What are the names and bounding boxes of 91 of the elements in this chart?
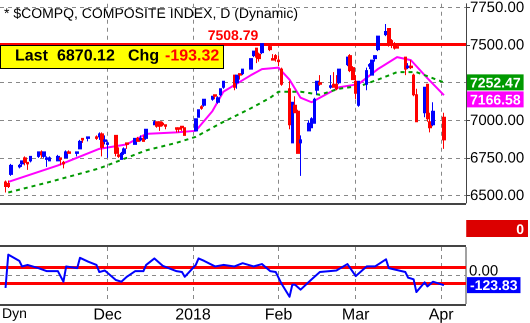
candlestick <box>81 138 84 144</box>
candlestick <box>86 136 90 142</box>
candlestick <box>307 120 311 132</box>
candlestick <box>332 72 335 88</box>
candlestick <box>18 163 21 169</box>
candlestick <box>175 127 178 133</box>
candlestick <box>59 157 62 166</box>
candlestick <box>216 96 220 104</box>
candlestick <box>23 156 27 166</box>
ref-line-label: 7508.79 <box>208 26 259 43</box>
candlestick <box>329 74 333 90</box>
candlestick <box>406 62 410 70</box>
y-tick-label: 7750.00 <box>470 0 524 16</box>
candlestick <box>200 104 203 110</box>
candlestick <box>202 98 206 108</box>
candlestick <box>144 128 148 140</box>
candlestick <box>120 151 123 160</box>
data-label: 7252.47 <box>470 74 521 90</box>
candlestick <box>139 134 142 142</box>
candlestick <box>37 151 40 158</box>
x-tick-label: Mar <box>342 306 370 323</box>
candlestick <box>274 54 277 62</box>
candlestick <box>20 160 24 168</box>
y-tick-label: 7500.00 <box>470 36 524 54</box>
candlestick <box>404 56 407 76</box>
candlestick <box>318 74 322 86</box>
data-label: 7166.58 <box>470 91 521 108</box>
candlestick <box>376 36 380 52</box>
candlestick <box>9 163 13 176</box>
candlestick <box>4 180 7 193</box>
candlestick <box>423 86 426 118</box>
candlestick <box>7 180 10 188</box>
candlestick <box>271 54 275 61</box>
candlestick <box>75 151 79 157</box>
candlestick <box>62 160 65 169</box>
candlestick <box>114 134 118 157</box>
candlestick <box>211 96 214 102</box>
candlestick <box>409 60 413 70</box>
candlestick <box>142 134 145 142</box>
candlestick <box>291 102 294 144</box>
x-tick-label: Apr <box>428 306 454 323</box>
text: 0 <box>516 221 524 237</box>
annotation: 6870.12 <box>57 48 115 64</box>
candlestick <box>136 136 140 142</box>
candlestick <box>235 74 239 90</box>
candlestick <box>177 127 181 133</box>
candlestick <box>337 68 341 85</box>
y-tick-label: 6500.00 <box>470 186 524 204</box>
annotation: Chg <box>128 48 160 64</box>
y-tick-label: 6750.00 <box>470 149 524 166</box>
candlestick <box>164 124 167 130</box>
annotation: -123.83 <box>470 277 518 294</box>
candlestick <box>78 139 82 150</box>
candlestick <box>384 24 388 37</box>
x-tick-label: 2018 <box>175 306 211 323</box>
text: 0.00 <box>469 262 498 280</box>
candlestick <box>442 112 446 150</box>
candlestick <box>161 121 164 127</box>
candlestick <box>45 156 49 168</box>
x-tick-label: Feb <box>264 306 292 323</box>
candlestick <box>252 50 255 58</box>
line-series <box>7 71 445 194</box>
candlestick <box>241 68 244 76</box>
candlestick <box>29 156 32 163</box>
x-tick-label: Dec <box>93 306 122 323</box>
chart-title: * $COMPQ, COMPOSITE INDEX, D (Dynamic) <box>4 5 298 21</box>
candlestick <box>95 134 98 140</box>
candlestick <box>357 80 360 108</box>
annotation: -193.32 <box>165 48 220 64</box>
candlestick <box>67 150 71 154</box>
candlestick <box>56 154 60 162</box>
text: Dyn <box>2 305 27 321</box>
candlestick <box>238 73 242 80</box>
candlestick <box>431 102 435 127</box>
candlestick <box>280 67 283 86</box>
candlestick <box>64 150 68 158</box>
y-tick-label: 7000.00 <box>470 112 524 129</box>
candlestick <box>100 132 104 157</box>
candlestick <box>249 58 253 70</box>
candlestick <box>183 127 186 136</box>
candlestick <box>299 134 302 176</box>
annotation: Last <box>15 48 49 64</box>
candlestick <box>277 55 280 67</box>
candlestick <box>125 142 129 150</box>
candlestick <box>213 94 217 100</box>
candlestick <box>288 80 291 130</box>
candlestick <box>260 43 264 55</box>
candlestick <box>315 80 319 96</box>
candlestick <box>158 121 162 132</box>
candlestick <box>335 74 338 91</box>
candlestick <box>365 67 368 91</box>
